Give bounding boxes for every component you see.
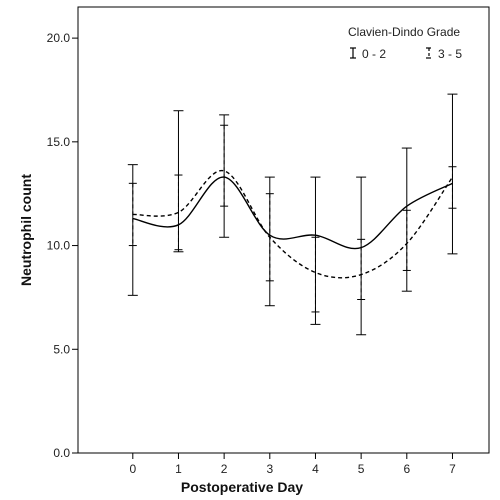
y-tick-label: 5.0 xyxy=(53,342,70,356)
legend-title: Clavien-Dindo Grade xyxy=(348,25,460,39)
x-tick-label: 1 xyxy=(175,462,182,476)
y-axis: 0.0 5.0 10.0 15.0 20.0 xyxy=(47,31,78,460)
x-axis-title: Postoperative Day xyxy=(181,479,303,495)
legend-label-3-5: 3 - 5 xyxy=(438,47,462,61)
x-tick-label: 0 xyxy=(129,462,136,476)
x-tick-label: 2 xyxy=(221,462,228,476)
plot-frame xyxy=(77,6,490,454)
y-tick-label: 10.0 xyxy=(47,239,71,253)
series-layer xyxy=(127,93,458,336)
x-axis: 0 1 2 3 4 5 6 7 xyxy=(129,453,456,476)
series-line xyxy=(132,176,453,250)
legend-label-0-2: 0 - 2 xyxy=(362,47,386,61)
x-tick-label: 7 xyxy=(449,462,456,476)
legend: Clavien-Dindo Grade 0 - 2 3 - 5 xyxy=(348,25,462,61)
legend-entry-0-2: 0 - 2 xyxy=(350,47,386,61)
series-grade-3-5 xyxy=(128,124,457,313)
legend-entry-3-5: 3 - 5 xyxy=(426,47,462,61)
x-tick-label: 3 xyxy=(266,462,273,476)
y-axis-title: Neutrophil count xyxy=(18,174,34,286)
y-tick-label: 0.0 xyxy=(53,446,70,460)
x-tick-label: 4 xyxy=(312,462,319,476)
x-tick-label: 6 xyxy=(403,462,410,476)
y-tick-label: 20.0 xyxy=(47,31,71,45)
x-tick-label: 5 xyxy=(358,462,365,476)
y-tick-label: 15.0 xyxy=(47,135,71,149)
series-grade-0-2 xyxy=(127,93,458,336)
